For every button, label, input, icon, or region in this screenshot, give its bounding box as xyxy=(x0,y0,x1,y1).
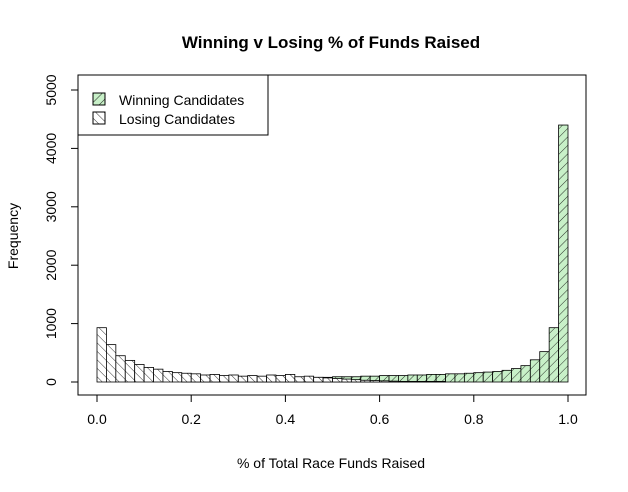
x-tick-label: 0.0 xyxy=(87,411,107,427)
bar-losing xyxy=(284,374,296,383)
bar-losing xyxy=(162,371,173,383)
bar-losing xyxy=(247,375,258,383)
x-tick-label: 0.4 xyxy=(276,411,296,427)
bar-losing xyxy=(416,381,428,383)
bar-losing xyxy=(237,375,249,383)
bar-losing xyxy=(388,380,399,383)
bar-winning xyxy=(548,327,559,383)
y-tick-label: 1000 xyxy=(43,308,59,339)
bar-losing xyxy=(313,376,324,383)
bar-losing xyxy=(360,379,371,383)
bar-losing xyxy=(303,375,315,383)
x-axis: 0.0 0.2 0.4 0.6 0.8 1.0 xyxy=(87,394,578,427)
x-tick-label: 1.0 xyxy=(558,411,578,427)
chart-title: Winning v Losing % of Funds Raised xyxy=(182,33,480,52)
bar-winning xyxy=(558,124,569,383)
y-axis: 0 1000 2000 3000 4000 5000 xyxy=(43,74,79,386)
y-tick-label: 3000 xyxy=(43,191,59,222)
bar-losing xyxy=(407,381,418,383)
x-tick-label: 0.6 xyxy=(370,411,390,427)
series-losing-candidates xyxy=(96,327,446,383)
bar-losing xyxy=(256,375,267,383)
bar-losing xyxy=(96,327,107,383)
legend: Winning Candidates Losing Candidates xyxy=(77,74,269,136)
bar-losing xyxy=(106,344,117,383)
y-tick-label: 0 xyxy=(43,378,59,386)
x-tick-label: 0.2 xyxy=(181,411,201,427)
legend-label-losing: Losing Candidates xyxy=(119,111,235,127)
bar-losing xyxy=(294,376,305,383)
bar-losing xyxy=(398,381,409,383)
bar-winning xyxy=(539,351,550,383)
bar-winning xyxy=(501,369,512,383)
bar-losing xyxy=(124,359,136,383)
bar-losing xyxy=(190,373,202,383)
bar-winning xyxy=(426,374,437,383)
bar-losing xyxy=(143,366,154,383)
bar-winning xyxy=(454,373,465,383)
legend-swatch-winning-hatch xyxy=(92,92,106,106)
bar-winning xyxy=(520,365,531,383)
bar-losing xyxy=(181,372,192,383)
bar-winning xyxy=(511,368,522,383)
series-winning-candidates xyxy=(181,124,569,383)
bar-losing xyxy=(350,379,362,383)
legend-label-winning: Winning Candidates xyxy=(119,92,244,108)
bar-losing xyxy=(379,380,390,383)
bar-losing xyxy=(341,378,352,383)
bar-losing xyxy=(275,375,286,383)
x-tick-label: 0.8 xyxy=(464,411,484,427)
bar-winning xyxy=(482,371,494,383)
y-tick-label: 5000 xyxy=(43,74,59,105)
bar-losing xyxy=(266,374,277,383)
bar-losing xyxy=(171,372,183,383)
bar-winning xyxy=(529,359,541,383)
bar-winning xyxy=(492,371,503,383)
x-axis-title: % of Total Race Funds Raised xyxy=(237,455,425,471)
legend-box xyxy=(77,74,269,136)
bar-losing xyxy=(228,374,239,383)
bar-winning xyxy=(473,372,484,383)
bar-winning xyxy=(407,374,418,383)
bar-losing xyxy=(322,377,333,383)
bar-winning xyxy=(445,373,456,383)
y-tick-label: 2000 xyxy=(43,249,59,280)
bar-losing xyxy=(134,364,145,383)
bar-losing xyxy=(369,380,380,383)
bar-losing xyxy=(209,374,220,383)
y-tick-label: 4000 xyxy=(43,133,59,164)
bar-winning xyxy=(463,372,475,383)
bar-winning xyxy=(435,374,446,383)
legend-swatch-losing-hatch xyxy=(92,111,106,125)
bar-losing xyxy=(332,378,343,383)
bar-winning xyxy=(416,374,428,383)
bar-losing xyxy=(219,375,230,383)
bar-losing xyxy=(426,381,437,383)
bar-losing xyxy=(435,381,446,383)
bar-losing xyxy=(115,355,126,383)
bar-losing xyxy=(200,374,211,383)
y-axis-title: Frequency xyxy=(5,203,21,269)
bar-losing xyxy=(153,368,164,383)
